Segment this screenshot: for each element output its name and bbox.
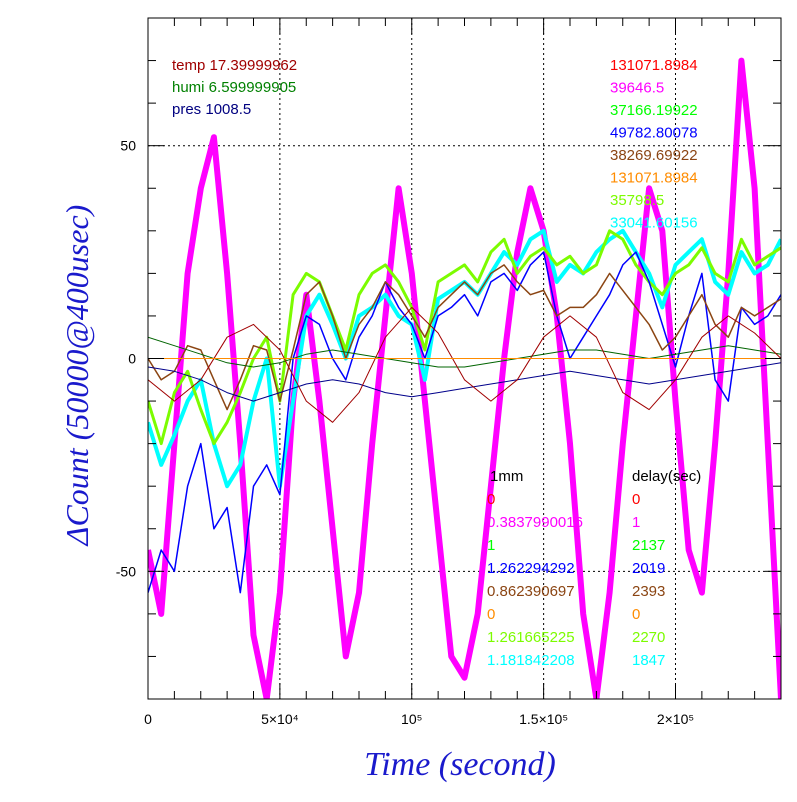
x-tick-label: 5×10⁴ [261,711,299,727]
x-tick-label: 0 [144,711,152,727]
x-tick-label: 1.5×10⁵ [519,711,568,727]
y-axis-title: ΔCount (50000@400usec) [59,205,95,548]
table-cell-mm: 0 [487,606,495,623]
table-cell-delay: 1847 [632,652,665,669]
channel-value: 49782.80078 [610,125,698,142]
env-label: temp 17.39999962 [172,57,297,74]
tick-marks [147,17,782,700]
table-cell-mm: 0.3837990016 [487,514,583,531]
text-labels: 0 5×10⁴ 10⁵ 1.5×10⁵ 2×10⁵ -50 0 50 temp 17.39999… [116,57,701,727]
table-header-delay: delay(sec) [632,468,701,485]
channel-value: 37166.19922 [610,102,698,119]
table-cell-delay: 0 [632,491,640,508]
table-cell-delay: 0 [632,606,640,623]
env-label: pres 1008.5 [172,101,251,118]
table-cell-mm: 1 [487,537,495,554]
env-label: humi 6.599999905 [172,79,296,96]
y-tick-label: -50 [116,563,136,579]
x-tick-label: 10⁵ [401,711,422,727]
series-layer [148,57,781,699]
series-line-0 [148,57,781,699]
table-cell-delay: 2270 [632,629,665,646]
table-cell-delay: 2019 [632,560,665,577]
channel-value: 35798.5 [610,192,664,209]
table-cell-delay: 2393 [632,583,665,600]
x-axis-title: Time (second) [364,746,556,783]
series-line-3 [148,251,781,594]
table-cell-delay: 2137 [632,537,665,554]
series-line-7 [148,306,781,423]
channel-value: 39646.5 [610,80,664,97]
y-tick-label: 50 [120,138,136,154]
channel-value: 131071.8984 [610,170,698,187]
x-tick-label: 2×10⁵ [657,711,694,727]
series-line-5 [148,336,781,368]
table-header-mm: 1mm [490,468,523,485]
channel-value: 131071.8984 [610,57,698,74]
table-cell-mm: 1.262294292 [487,560,575,577]
series-line-4 [148,264,781,411]
channel-value: 38269.69922 [610,147,698,164]
table-cell-mm: 1.181842208 [487,652,575,669]
table-cell-delay: 1 [632,514,640,531]
table-cell-mm: 0.862390697 [487,583,575,600]
y-tick-label: 0 [128,351,136,367]
table-cell-mm: 1.261665225 [487,629,575,646]
table-cell-mm: 0 [487,491,495,508]
channel-value: 33041.60156 [610,215,698,232]
